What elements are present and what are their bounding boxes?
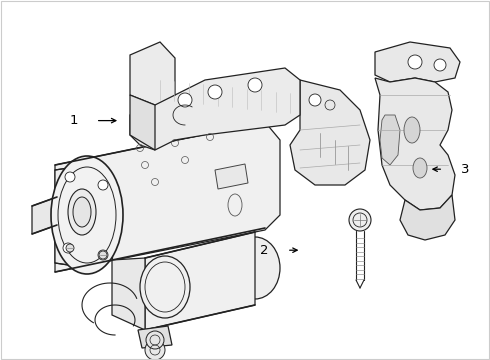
Circle shape bbox=[146, 331, 164, 349]
Polygon shape bbox=[380, 115, 400, 165]
Polygon shape bbox=[375, 42, 460, 82]
Text: 1: 1 bbox=[69, 114, 78, 127]
Circle shape bbox=[408, 55, 422, 69]
Polygon shape bbox=[112, 258, 145, 330]
Ellipse shape bbox=[140, 256, 190, 318]
Circle shape bbox=[98, 250, 108, 260]
Circle shape bbox=[65, 172, 75, 182]
Circle shape bbox=[434, 59, 446, 71]
Polygon shape bbox=[55, 122, 280, 272]
Polygon shape bbox=[130, 68, 300, 150]
Ellipse shape bbox=[68, 189, 96, 235]
Polygon shape bbox=[32, 197, 57, 234]
Circle shape bbox=[309, 94, 321, 106]
Circle shape bbox=[98, 180, 108, 190]
Ellipse shape bbox=[230, 237, 280, 299]
Circle shape bbox=[349, 209, 371, 231]
Polygon shape bbox=[130, 42, 175, 105]
Ellipse shape bbox=[51, 156, 123, 274]
Circle shape bbox=[66, 244, 74, 252]
Circle shape bbox=[63, 243, 73, 253]
Polygon shape bbox=[138, 326, 172, 348]
Polygon shape bbox=[130, 95, 155, 150]
Circle shape bbox=[145, 340, 165, 360]
Circle shape bbox=[99, 251, 107, 259]
Polygon shape bbox=[400, 195, 455, 240]
Polygon shape bbox=[375, 78, 455, 210]
Circle shape bbox=[178, 93, 192, 107]
Text: 2: 2 bbox=[260, 244, 269, 257]
Polygon shape bbox=[290, 80, 370, 185]
Ellipse shape bbox=[404, 117, 420, 143]
Circle shape bbox=[248, 78, 262, 92]
Polygon shape bbox=[55, 165, 112, 268]
Polygon shape bbox=[145, 232, 255, 330]
Ellipse shape bbox=[73, 197, 91, 227]
Ellipse shape bbox=[413, 158, 427, 178]
Text: 3: 3 bbox=[461, 163, 470, 176]
Circle shape bbox=[208, 85, 222, 99]
Polygon shape bbox=[215, 164, 248, 189]
